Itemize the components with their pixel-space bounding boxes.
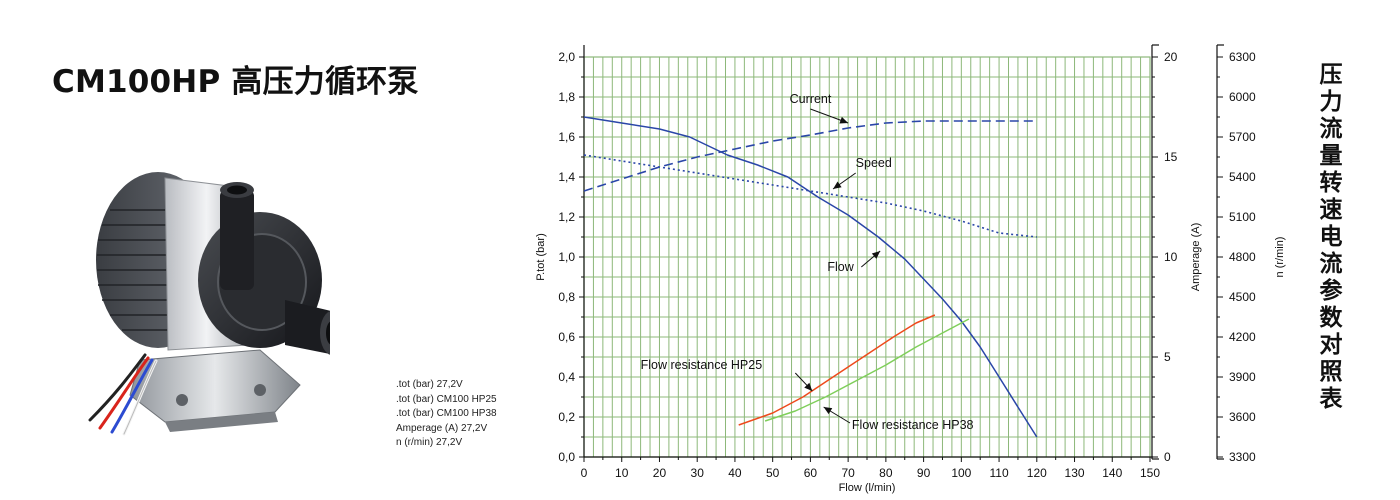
annotation-label: Flow resistance HP38 bbox=[852, 418, 974, 432]
left-tick-label: 0,4 bbox=[558, 370, 575, 384]
x-tick-label: 150 bbox=[1140, 466, 1160, 480]
chart-grid bbox=[583, 56, 1151, 458]
speed-tick-label: 5700 bbox=[1229, 130, 1256, 144]
pump-inlet-pipe bbox=[220, 182, 254, 290]
x-axis-title: Flow (l/min) bbox=[839, 482, 896, 494]
speed-tick-label: 6000 bbox=[1229, 90, 1256, 104]
amperage-tick-label: 20 bbox=[1164, 50, 1178, 64]
legend-line: Amperage (A) 27,2V bbox=[396, 422, 488, 434]
legend-line: .tot (bar) CM100 HP25 bbox=[396, 393, 497, 405]
speed-tick-label: 3900 bbox=[1229, 370, 1256, 384]
legend-line: .tot (bar) 27,2V bbox=[396, 379, 463, 390]
annotation-arrowhead bbox=[804, 382, 813, 391]
chart-axes: 0 10 20 30 40 50 60 70 80 90 100 110 120 130 140 1500,0… bbox=[558, 44, 1256, 480]
performance-chart: 0 10 20 30 40 50 60 70 80 90 100 110 120 130 140 1500,0… bbox=[535, 44, 1286, 494]
left-tick-label: 0,0 bbox=[558, 450, 575, 464]
amperage-tick-label: 15 bbox=[1164, 150, 1178, 164]
left-tick-label: 1,8 bbox=[558, 90, 575, 104]
pump-wires bbox=[88, 353, 158, 436]
annotation-label: Flow resistance HP25 bbox=[641, 358, 763, 372]
chart-annotations: Current Speed Flow Flow resistance HP25 Flow… bbox=[641, 92, 974, 432]
speed-tick-label: 4800 bbox=[1229, 250, 1256, 264]
speed-tick-label: 6300 bbox=[1229, 50, 1256, 64]
amperage-tick-label: 0 bbox=[1164, 450, 1171, 464]
speed-tick-label: 4200 bbox=[1229, 330, 1256, 344]
annotation-arrowhead bbox=[833, 181, 842, 189]
series-line-flow bbox=[583, 116, 1038, 438]
x-tick-label: 50 bbox=[766, 466, 780, 480]
x-tick-label: 10 bbox=[615, 466, 629, 480]
left-tick-label: 1,6 bbox=[558, 130, 575, 144]
annotation-arrowhead bbox=[871, 251, 881, 259]
x-tick-label: 110 bbox=[989, 466, 1008, 480]
speed-tick-label: 4500 bbox=[1229, 290, 1256, 304]
left-tick-label: 1,0 bbox=[558, 250, 575, 264]
chart-series bbox=[583, 116, 1038, 438]
speed-tick-label: 5400 bbox=[1229, 170, 1256, 184]
x-tick-label: 100 bbox=[951, 466, 971, 480]
annotation-label: Speed bbox=[856, 156, 892, 170]
x-tick-label: 70 bbox=[841, 466, 855, 480]
annotation-arrowhead bbox=[823, 407, 833, 415]
left-tick-label: 0,6 bbox=[558, 330, 575, 344]
x-tick-label: 140 bbox=[1102, 466, 1122, 480]
page-title: CM100HP 高压力循环泵 bbox=[52, 64, 419, 100]
left-tick-label: 1,2 bbox=[558, 210, 575, 224]
pump-bracket bbox=[129, 349, 301, 432]
legend-line: .tot (bar) CM100 HP38 bbox=[396, 408, 497, 419]
series-line-flow-resistance-hp38 bbox=[764, 318, 970, 422]
speed-tick-label: 3600 bbox=[1229, 410, 1256, 424]
amperage-tick-label: 10 bbox=[1164, 250, 1178, 264]
amperage-axis-title: Amperage (A) bbox=[1190, 223, 1202, 291]
left-tick-label: 2,0 bbox=[558, 50, 575, 64]
speed-axis-title: n (r/min) bbox=[1274, 237, 1286, 278]
speed-tick-label: 3300 bbox=[1229, 450, 1256, 464]
left-tick-label: 0,2 bbox=[558, 410, 575, 424]
left-axis-title: P.tot (bar) bbox=[535, 233, 547, 281]
x-tick-label: 60 bbox=[804, 466, 818, 480]
pump-illustration bbox=[88, 172, 330, 436]
left-tick-label: 0,8 bbox=[558, 290, 575, 304]
amperage-tick-label: 5 bbox=[1164, 350, 1171, 364]
annotation-label: Current bbox=[790, 92, 832, 106]
annotation-label: Flow bbox=[827, 260, 854, 274]
legend-line: n (r/min) 27,2V bbox=[396, 437, 463, 448]
pump-outlet-pipe bbox=[285, 300, 330, 355]
x-tick-label: 20 bbox=[653, 466, 667, 480]
series-line-speed bbox=[583, 154, 1037, 238]
x-tick-label: 80 bbox=[879, 466, 893, 480]
series-line-flow-resistance-hp25 bbox=[738, 314, 936, 426]
speed-tick-label: 5100 bbox=[1229, 210, 1256, 224]
legend-fragment: .tot (bar) 27,2V .tot (bar) CM100 HP25 .… bbox=[396, 378, 497, 451]
x-tick-label: 120 bbox=[1027, 466, 1047, 480]
side-title: 压力流量转速电流参数对照表 bbox=[1319, 62, 1343, 412]
series-line-current bbox=[583, 120, 1037, 192]
x-tick-label: 90 bbox=[917, 466, 931, 480]
x-tick-label: 30 bbox=[691, 466, 705, 480]
x-tick-label: 130 bbox=[1065, 466, 1085, 480]
x-tick-label: 40 bbox=[728, 466, 742, 480]
x-tick-label: 0 bbox=[581, 466, 588, 480]
left-tick-label: 1,4 bbox=[558, 170, 575, 184]
annotation-arrowhead bbox=[839, 116, 849, 124]
